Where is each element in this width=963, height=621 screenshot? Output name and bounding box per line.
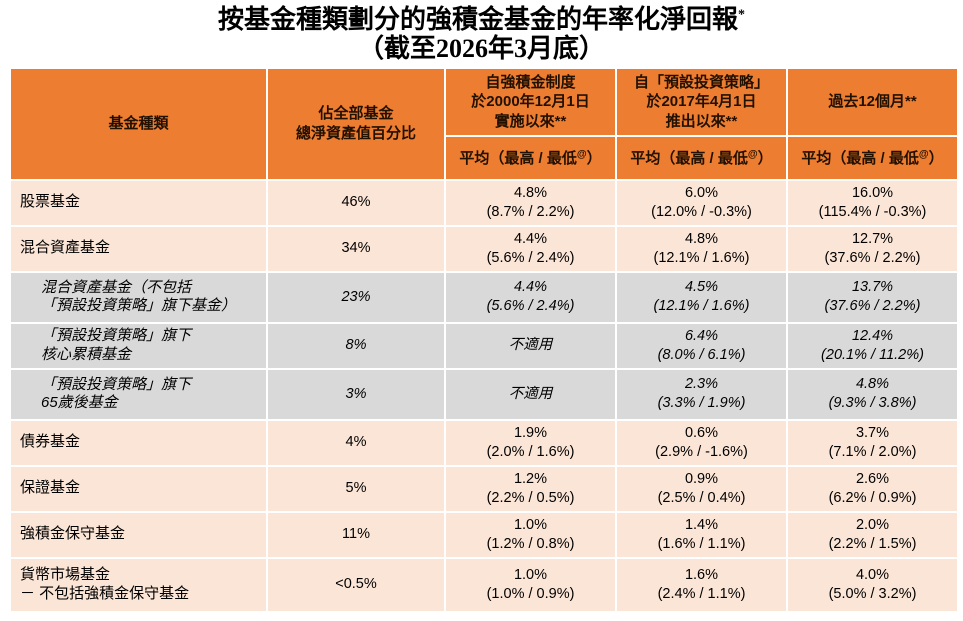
table-row-guaranteed-fund: 保證基金 5% 1.2% (2.2% / 0.5%) 0.9% (2.5% / … [11,466,957,511]
subheader-range-prefix: （最高 / 最低 [831,149,919,167]
since-dis-value: 6.4% (8.0% / 6.1%) [617,323,786,368]
since-mpf-value: 4.8% (8.7% / 2.2%) [446,180,615,225]
since-mpf-value: 4.4% (5.6% / 2.4%) [446,226,615,271]
nav-share-value: 23% [268,272,444,322]
since-dis-value: 1.4% (1.6% / 1.1%) [617,512,786,557]
header-since-mpf: 自強積金制度 於2000年12月1日 實施以來** [446,68,615,135]
title-line1: 按基金種類劃分的強積金基金的年率化淨回報* [0,5,963,34]
header-row-main: 基金種類 佔全部基金 總淨資產值百分比 自強積金制度 於2000年12月1日 實… [11,68,957,179]
subheader-range-suffix: ） [586,149,602,167]
since-dis-value: 4.8% (12.1% / 1.6%) [617,226,786,271]
subheader-range-prefix: （最高 / 最低 [660,149,748,167]
since-mpf-value: 不適用 [446,323,615,368]
past-12m-value: 12.4% (20.1% / 11.2%) [788,323,957,368]
table-row-mixed-assets-fund: 混合資產基金 34% 4.4% (5.6% / 2.4%) 4.8% (12.1… [11,226,957,271]
past-12m-value: 2.6% (6.2% / 0.9%) [788,466,957,511]
subheader-range-suffix: ） [928,149,944,167]
subheader-at-sup: @ [918,148,929,160]
table-row-bond-fund: 債券基金 4% 1.9% (2.0% / 1.6%) 0.6% (2.9% / … [11,420,957,465]
mpf-returns-table: 基金種類 佔全部基金 總淨資產值百分比 自強積金制度 於2000年12月1日 實… [9,67,959,613]
since-dis-value: 6.0% (12.0% / -0.3%) [617,180,786,225]
nav-share-value: 34% [268,226,444,271]
table-row-dis-age-65-plus-fund: 「預設投資策略」旗下 65歲後基金 3% 不適用 2.3% (3.3% / 1.… [11,369,957,419]
subheader-avg-label: 平均 [459,149,490,167]
row-label: 強積金保守基金 [11,512,266,557]
nav-share-value: 3% [268,369,444,419]
since-mpf-value: 1.9% (2.0% / 1.6%) [446,420,615,465]
table-row-mpf-conservative-fund: 強積金保守基金 11% 1.0% (1.2% / 0.8%) 1.4% (1.6… [11,512,957,557]
row-label: 混合資產基金 [11,226,266,271]
past-12m-value: 12.7% (37.6% / 2.2%) [788,226,957,271]
nav-share-value: 11% [268,512,444,557]
subheader-at-sup: @ [747,148,758,160]
since-dis-value: 0.6% (2.9% / -1.6%) [617,420,786,465]
row-label: 「預設投資策略」旗下 核心累積基金 [11,323,266,368]
nav-share-value: 8% [268,323,444,368]
header-nav-share: 佔全部基金 總淨資產值百分比 [268,68,444,179]
table-row-equity-fund: 股票基金 46% 4.8% (8.7% / 2.2%) 6.0% (12.0% … [11,180,957,225]
since-dis-value: 4.5% (12.1% / 1.6%) [617,272,786,322]
past-12m-value: 16.0% (115.4% / -0.3%) [788,180,957,225]
past-12m-value: 2.0% (2.2% / 1.5%) [788,512,957,557]
row-label: 混合資產基金（不包括 「預設投資策略」旗下基金） [11,272,266,322]
row-label: 「預設投資策略」旗下 65歲後基金 [11,369,266,419]
past-12m-value: 3.7% (7.1% / 2.0%) [788,420,957,465]
subheader-at-sup: @ [576,148,587,160]
title-line2: （截至2026年3月底） [357,34,605,64]
since-mpf-value: 不適用 [446,369,615,419]
since-mpf-value: 4.4% (5.6% / 2.4%) [446,272,615,322]
nav-share-value: 46% [268,180,444,225]
subheader-since-mpf: 平均（最高 / 最低@） [446,136,615,179]
title-line1-text: 按基金種類劃分的強積金基金的年率化淨回報 [217,5,738,34]
table-row-dis-core-accumulation-fund: 「預設投資策略」旗下 核心累積基金 8% 不適用 6.4% (8.0% / 6.… [11,323,957,368]
past-12m-value: 13.7% (37.6% / 2.2%) [788,272,957,322]
table-row-money-market-fund: 貨幣市場基金 － 不包括強積金保守基金 <0.5% 1.0% (1.0% / 0… [11,558,957,611]
page: 按基金種類劃分的強積金基金的年率化淨回報* （截至2026年3月底） 基金種類 … [0,5,963,613]
since-mpf-value: 1.0% (1.0% / 0.9%) [446,558,615,611]
title-asterisk: * [738,7,745,23]
subheader-avg-label: 平均 [801,149,832,167]
row-label: 保證基金 [11,466,266,511]
subheader-since-dis: 平均（最高 / 最低@） [617,136,786,179]
header-fund-type: 基金種類 [11,68,266,179]
page-title: 按基金種類劃分的強積金基金的年率化淨回報* （截至2026年3月底） [0,5,963,64]
past-12m-value: 4.0% (5.0% / 3.2%) [788,558,957,611]
nav-share-value: 5% [268,466,444,511]
nav-share-value: <0.5% [268,558,444,611]
since-mpf-value: 1.0% (1.2% / 0.8%) [446,512,615,557]
subheader-past-12m: 平均（最高 / 最低@） [788,136,957,179]
row-label: 股票基金 [11,180,266,225]
row-label: 貨幣市場基金 － 不包括強積金保守基金 [11,558,266,611]
header-past-12m: 過去12個月** [788,68,957,135]
since-mpf-value: 1.2% (2.2% / 0.5%) [446,466,615,511]
past-12m-value: 4.8% (9.3% / 3.8%) [788,369,957,419]
since-dis-value: 0.9% (2.5% / 0.4%) [617,466,786,511]
row-label: 債券基金 [11,420,266,465]
header-since-dis: 自「預設投資策略」 於2017年4月1日 推出以來** [617,68,786,135]
table-row-mixed-assets-excl-dis: 混合資產基金（不包括 「預設投資策略」旗下基金） 23% 4.4% (5.6% … [11,272,957,322]
since-dis-value: 2.3% (3.3% / 1.9%) [617,369,786,419]
nav-share-value: 4% [268,420,444,465]
subheader-range-prefix: （最高 / 最低 [489,149,577,167]
since-dis-value: 1.6% (2.4% / 1.1%) [617,558,786,611]
header-row-sub: 平均（最高 / 最低@） 平均（最高 / 最低@） 平均（最高 / 最低@） [11,136,957,179]
subheader-range-suffix: ） [757,149,773,167]
subheader-avg-label: 平均 [630,149,661,167]
